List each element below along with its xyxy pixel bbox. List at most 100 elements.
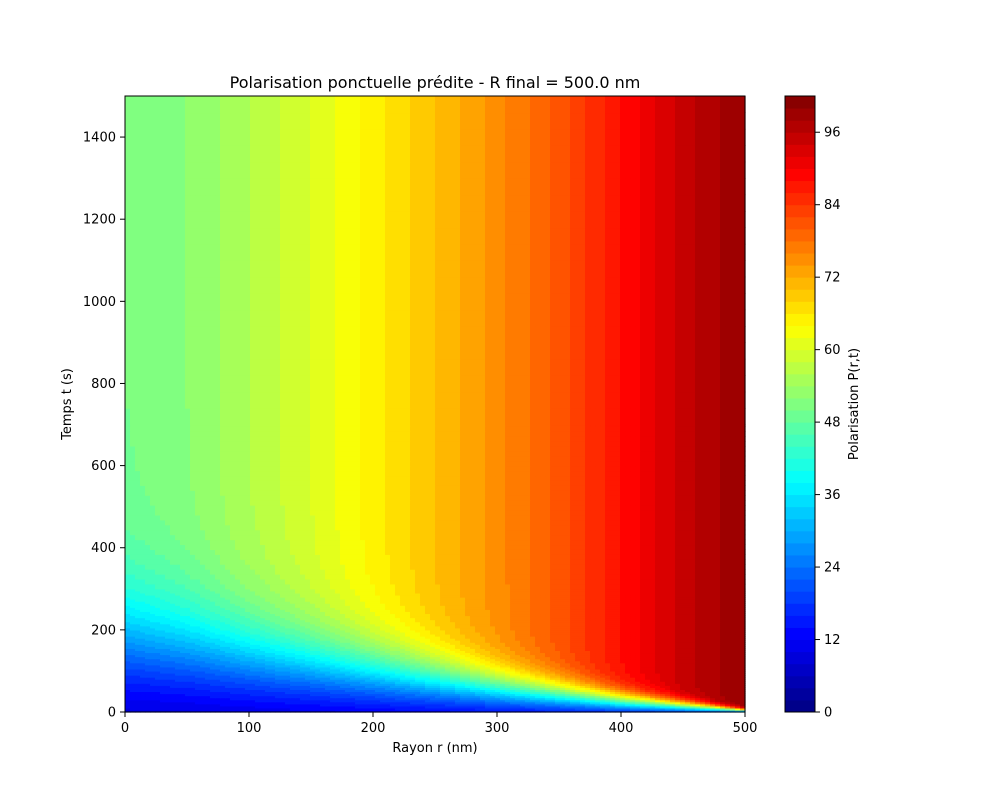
contour-cell [695,675,701,678]
contour-cell [635,699,641,703]
contour-cell [670,681,676,684]
contour-cell [505,703,511,707]
contour-cell [185,668,191,672]
contour-cell [530,703,536,707]
contour-cell [280,683,286,686]
contour-cell [395,687,401,691]
contour-cell [315,697,321,701]
contour-cell [170,703,176,707]
contour-cell [610,693,616,697]
contour-cell [740,683,746,686]
contour-cell [295,707,301,711]
contour-cell [475,685,481,688]
contour-cell [545,693,551,697]
contour-cell [225,701,231,705]
contour-cell [580,693,586,697]
contour-cell [495,670,501,674]
contour-cell [420,699,426,703]
contour-cell [155,677,161,680]
contour-cell [265,697,271,701]
contour-cell [475,693,481,697]
contour-cell [190,685,196,688]
contour-cell [685,695,691,699]
contour-cell [185,689,191,693]
contour-cell [340,675,346,678]
contour-cell [695,685,701,688]
contour-cell [740,699,746,703]
contour-cell [445,675,451,678]
contour-cell [485,666,491,670]
contour-cell [245,677,251,680]
contour-cell [625,685,631,688]
contour-cell [300,709,306,713]
contour-cell [470,699,476,703]
contour-cell [425,693,431,697]
contour-cell [195,693,201,697]
contour-cell [270,675,276,678]
contour-cell [250,691,256,695]
contour-cell [410,695,416,699]
contour-cell [680,668,686,672]
contour-cell [620,675,626,678]
contour-cell [185,677,191,680]
contour-cell [630,679,636,682]
contour-cell [530,695,536,699]
contour-cell [695,668,701,672]
contour-cell [250,683,256,686]
contour-cell [330,681,336,684]
contour-cell [170,672,176,676]
contour-cell [645,672,651,676]
contour-cell [530,679,536,682]
contour-cell [270,709,276,713]
contour-cell [215,666,221,670]
contour-cell [635,709,641,713]
contour-cell [685,705,691,709]
contour-cell [675,701,681,705]
contour-cell [720,672,726,676]
contour-cell [160,679,166,682]
contour-cell [225,695,231,699]
contour-cell [540,685,546,688]
contour-cell [445,697,451,701]
contour-cell [645,709,651,713]
contour-cell [705,683,711,686]
contour-cell [625,670,631,674]
contour-cell [240,705,246,709]
contour-cell [235,697,241,701]
contour-cell [420,668,426,672]
contour-cell [375,703,381,707]
contour-cell [240,683,246,686]
contour-cell [215,709,221,713]
contour-cell [340,699,346,703]
contour-cell [195,679,201,682]
contour-cell [475,707,481,711]
contour-cell [480,709,486,713]
contour-cell [690,707,696,711]
contour-cell [405,675,411,678]
contour-cell [305,699,311,703]
contour-cell [150,705,156,709]
contour-cell [160,672,166,676]
contour-cell [580,703,586,707]
contour-cell [440,675,446,678]
contour-cell [610,707,616,711]
contour-cell [740,701,746,705]
contour-cell [665,683,671,686]
contour-cell [200,703,206,707]
contour-cell [210,675,216,678]
contour-cell [330,703,336,707]
contour-cell [400,701,406,705]
contour-cell [455,679,461,682]
contour-cell [355,689,361,693]
contour-cell [580,679,586,682]
contour-cell [560,705,566,709]
contour-cell [585,691,591,695]
contour-cell [610,709,616,713]
contour-cell [310,709,316,713]
contour-cell [560,707,566,711]
contour-cell [455,705,461,709]
contour-cell [305,666,311,670]
contour-cell [710,699,716,703]
contour-cell [410,672,416,676]
contour-cell [190,709,196,713]
